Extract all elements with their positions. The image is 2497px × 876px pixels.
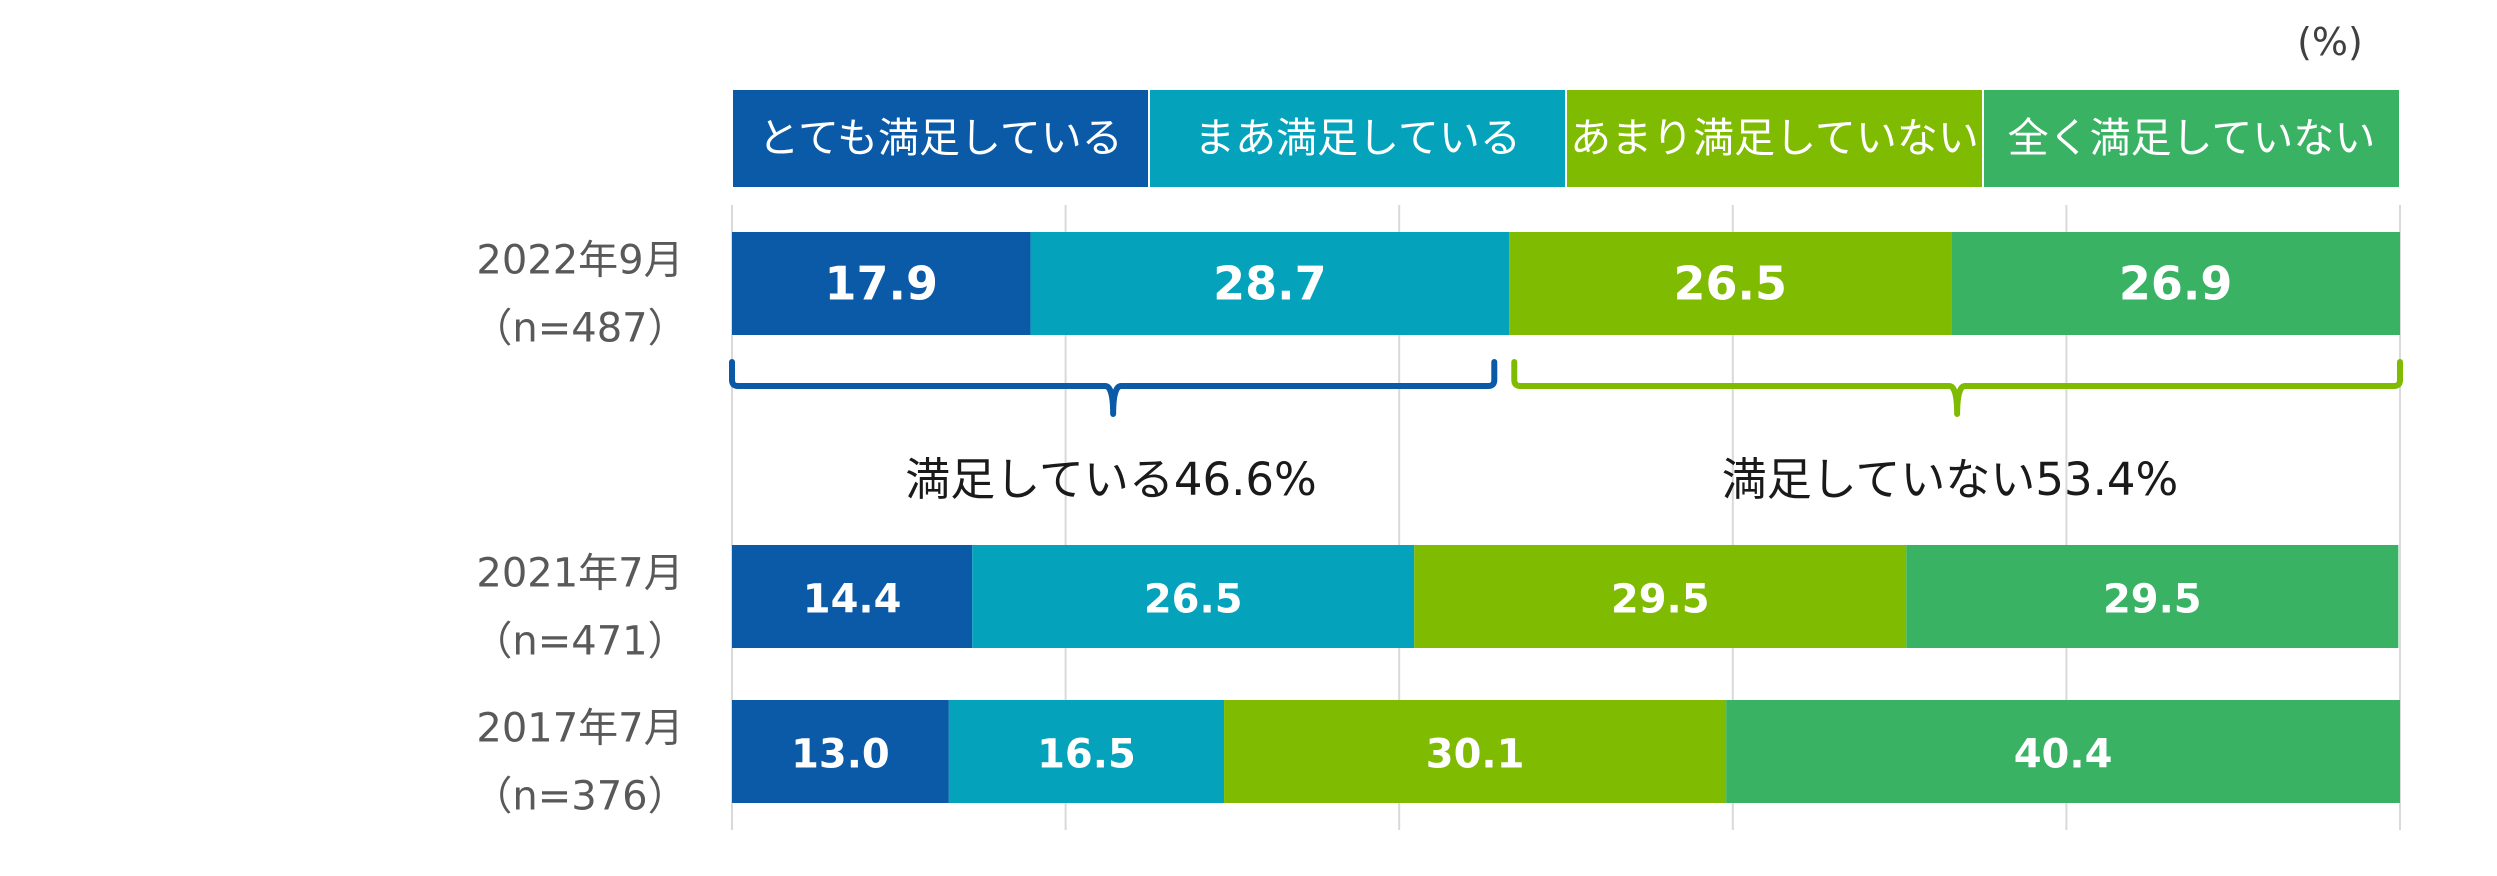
bar-segment bbox=[1030, 232, 1510, 335]
row-label-period: 2021年7月 bbox=[476, 551, 683, 597]
data-label: 29.5 bbox=[2103, 577, 2202, 623]
row-label-sample: （n=376） bbox=[472, 774, 687, 820]
data-label: 29.5 bbox=[1611, 577, 1710, 623]
summary-brackets bbox=[729, 359, 2403, 417]
legend-swatch bbox=[1567, 90, 1982, 187]
data-label: 26.9 bbox=[2119, 257, 2233, 311]
bar-segment bbox=[1726, 700, 2400, 803]
legend: とても満足している まあ満足している あまり満足していない 全く満足していない bbox=[733, 90, 2399, 187]
row-labels: 2022年9月 （n=487） 2021年7月 （n=471） 2017年7月 （n=37… bbox=[472, 238, 687, 820]
data-label: 26.5 bbox=[1674, 257, 1788, 311]
bars: 17.9 28.7 26.5 26.9 14.4 26.5 29.5 29.5 13.0 16.5… bbox=[732, 232, 2400, 803]
legend-label: まあ満足している bbox=[1194, 114, 1521, 162]
row-label-period: 2022年9月 bbox=[476, 238, 683, 284]
legend-label: あまり満足していない bbox=[1570, 114, 1979, 162]
data-label: 26.5 bbox=[1144, 577, 1243, 623]
satisfied-bracket bbox=[729, 359, 1498, 417]
legend-swatch bbox=[733, 90, 1148, 187]
data-label: 17.9 bbox=[825, 257, 939, 311]
not-satisfied-summary: 満足していない53.4% bbox=[1722, 453, 2179, 506]
data-label: 16.5 bbox=[1037, 732, 1136, 778]
row-label-period: 2017年7月 bbox=[476, 706, 683, 752]
unit-label: (%) bbox=[2297, 20, 2363, 64]
data-label: 14.4 bbox=[803, 577, 902, 623]
row-label-sample: （n=471） bbox=[472, 619, 687, 665]
bar-segment bbox=[1906, 545, 2399, 648]
data-label: 30.1 bbox=[1426, 732, 1525, 778]
bar-segment bbox=[732, 545, 973, 648]
not-satisfied-bracket bbox=[1511, 359, 2403, 417]
row-label-sample: （n=487） bbox=[472, 306, 687, 352]
bar-segment bbox=[1509, 232, 1952, 335]
legend-label: とても満足している bbox=[758, 114, 1123, 162]
bar-segment bbox=[1224, 700, 1727, 803]
satisfied-summary: 満足している46.6% bbox=[905, 453, 1317, 506]
bar-segment bbox=[972, 545, 1415, 648]
bar-segment bbox=[1414, 545, 1907, 648]
bar-segment bbox=[732, 232, 1031, 335]
bar-segment bbox=[948, 700, 1225, 803]
bar-segment bbox=[732, 700, 949, 803]
data-label: 40.4 bbox=[2014, 732, 2113, 778]
legend-label: 全く満足していない bbox=[2008, 114, 2376, 162]
bar-segment bbox=[1951, 232, 2400, 335]
data-label: 28.7 bbox=[1213, 257, 1327, 311]
legend-swatch bbox=[1150, 90, 1565, 187]
data-label: 13.0 bbox=[791, 732, 890, 778]
legend-swatch bbox=[1984, 90, 2399, 187]
